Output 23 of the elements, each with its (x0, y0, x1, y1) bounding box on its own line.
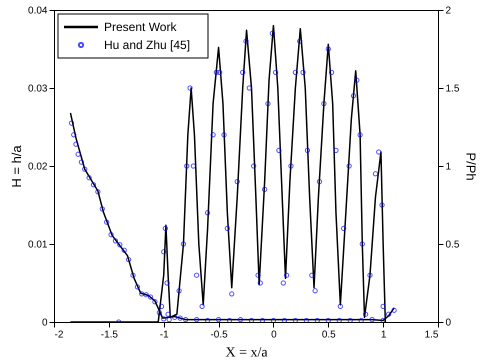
legend-label: Hu and Zhu [45] (104, 38, 190, 52)
x-tick-label: -0.5 (210, 330, 228, 340)
x-tick-label: 1 (380, 330, 387, 340)
y2-tick-label: 2 (446, 6, 452, 16)
legend-label: Present Work (104, 20, 178, 34)
x-tick-label: -1.5 (100, 330, 118, 340)
x-tick-label: 0.5 (322, 330, 336, 340)
y2-tick-label: 0.5 (446, 240, 460, 250)
y-tick-label: 0.03 (28, 84, 48, 94)
y2-tick-label: 1 (446, 162, 452, 172)
x-tick-label: -2 (54, 330, 64, 340)
x-tick-label: 1.5 (424, 330, 439, 340)
x-tick-label: -1 (160, 330, 170, 340)
x-axis-title: X = x/a (225, 346, 268, 360)
y-tick-label: 0 (42, 318, 48, 328)
y2-axis-title: P/Ph (463, 152, 478, 181)
y-axis-title: H = h/a (9, 144, 24, 188)
y-tick-label: 0.04 (28, 6, 48, 16)
x-tick-label: 0 (271, 330, 278, 340)
y2-tick-label: 0 (446, 318, 452, 328)
y2-tick-label: 1.5 (446, 84, 460, 94)
y-tick-label: 0.01 (28, 240, 48, 250)
y-tick-label: 0.02 (28, 162, 48, 172)
